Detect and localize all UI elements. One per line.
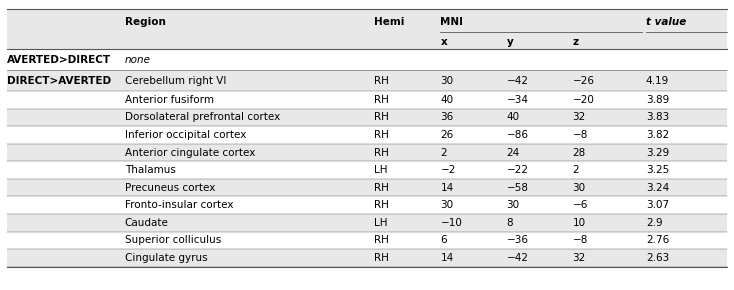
- Text: 14: 14: [440, 183, 454, 193]
- Text: t value: t value: [646, 17, 686, 27]
- Text: 32: 32: [573, 253, 586, 263]
- Text: −6: −6: [573, 200, 588, 210]
- Text: 10: 10: [573, 218, 586, 228]
- Bar: [7, 70, 727, 91]
- Text: 3.83: 3.83: [646, 113, 669, 122]
- Bar: [7, 214, 727, 231]
- Text: 2: 2: [440, 148, 447, 157]
- Text: −20: −20: [573, 95, 595, 105]
- Text: 3.82: 3.82: [646, 130, 669, 140]
- Bar: [7, 249, 727, 267]
- Text: 3.07: 3.07: [646, 200, 669, 210]
- Text: 30: 30: [440, 200, 454, 210]
- Bar: [7, 144, 727, 161]
- Text: RH: RH: [374, 113, 389, 122]
- Text: −58: −58: [506, 183, 528, 193]
- Text: Anterior fusiform: Anterior fusiform: [125, 95, 214, 105]
- Text: 32: 32: [573, 113, 586, 122]
- Text: Cingulate gyrus: Cingulate gyrus: [125, 253, 208, 263]
- Text: Dorsolateral prefrontal cortex: Dorsolateral prefrontal cortex: [125, 113, 280, 122]
- Text: Region: Region: [125, 17, 166, 27]
- Text: y: y: [506, 37, 513, 47]
- Text: Precuneus cortex: Precuneus cortex: [125, 183, 215, 193]
- Text: −8: −8: [573, 235, 588, 245]
- Text: Caudate: Caudate: [125, 218, 169, 228]
- Text: MNI: MNI: [440, 17, 463, 27]
- Text: 14: 14: [440, 253, 454, 263]
- Text: Hemi: Hemi: [374, 17, 404, 27]
- Text: Cerebellum right VI: Cerebellum right VI: [125, 76, 226, 86]
- Text: 2.76: 2.76: [646, 235, 669, 245]
- Text: RH: RH: [374, 95, 389, 105]
- Text: RH: RH: [374, 235, 389, 245]
- Text: 28: 28: [573, 148, 586, 157]
- Text: −2: −2: [440, 165, 456, 175]
- Text: 4.19: 4.19: [646, 76, 669, 86]
- Text: RH: RH: [374, 76, 389, 86]
- Text: 8: 8: [506, 218, 513, 228]
- Bar: [7, 196, 727, 214]
- Text: DIRECT>AVERTED: DIRECT>AVERTED: [7, 76, 112, 86]
- Text: 3.24: 3.24: [646, 183, 669, 193]
- Bar: [7, 161, 727, 179]
- Text: Thalamus: Thalamus: [125, 165, 175, 175]
- Text: 2: 2: [573, 165, 579, 175]
- Text: −22: −22: [506, 165, 528, 175]
- Text: 3.29: 3.29: [646, 148, 669, 157]
- Text: x: x: [440, 37, 447, 47]
- Text: RH: RH: [374, 183, 389, 193]
- Text: LH: LH: [374, 165, 388, 175]
- Text: 40: 40: [440, 95, 454, 105]
- Text: 30: 30: [573, 183, 586, 193]
- Text: 2.63: 2.63: [646, 253, 669, 263]
- Text: −10: −10: [440, 218, 462, 228]
- Text: −86: −86: [506, 130, 528, 140]
- Text: RH: RH: [374, 148, 389, 157]
- Text: −8: −8: [573, 130, 588, 140]
- Text: 30: 30: [506, 200, 520, 210]
- Text: Inferior occipital cortex: Inferior occipital cortex: [125, 130, 246, 140]
- Text: −36: −36: [506, 235, 528, 245]
- Text: Anterior cingulate cortex: Anterior cingulate cortex: [125, 148, 255, 157]
- Bar: [7, 231, 727, 249]
- Text: −34: −34: [506, 95, 528, 105]
- Text: −42: −42: [506, 253, 528, 263]
- Bar: [7, 109, 727, 126]
- Text: −42: −42: [506, 76, 528, 86]
- Text: 24: 24: [506, 148, 520, 157]
- Text: −26: −26: [573, 76, 595, 86]
- Bar: [7, 9, 727, 49]
- Text: 26: 26: [440, 130, 454, 140]
- Text: none: none: [125, 55, 150, 65]
- Text: 3.25: 3.25: [646, 165, 669, 175]
- Bar: [7, 49, 727, 70]
- Bar: [7, 179, 727, 196]
- Text: 2.9: 2.9: [646, 218, 663, 228]
- Text: 6: 6: [440, 235, 447, 245]
- Bar: [7, 126, 727, 144]
- Bar: [7, 91, 727, 109]
- Text: z: z: [573, 37, 578, 47]
- Text: AVERTED>DIRECT: AVERTED>DIRECT: [7, 55, 112, 65]
- Text: Superior colliculus: Superior colliculus: [125, 235, 221, 245]
- Text: 40: 40: [506, 113, 520, 122]
- Text: 30: 30: [440, 76, 454, 86]
- Text: Fronto-insular cortex: Fronto-insular cortex: [125, 200, 233, 210]
- Text: RH: RH: [374, 253, 389, 263]
- Text: 36: 36: [440, 113, 454, 122]
- Text: LH: LH: [374, 218, 388, 228]
- Text: RH: RH: [374, 130, 389, 140]
- Text: 3.89: 3.89: [646, 95, 669, 105]
- Text: RH: RH: [374, 200, 389, 210]
